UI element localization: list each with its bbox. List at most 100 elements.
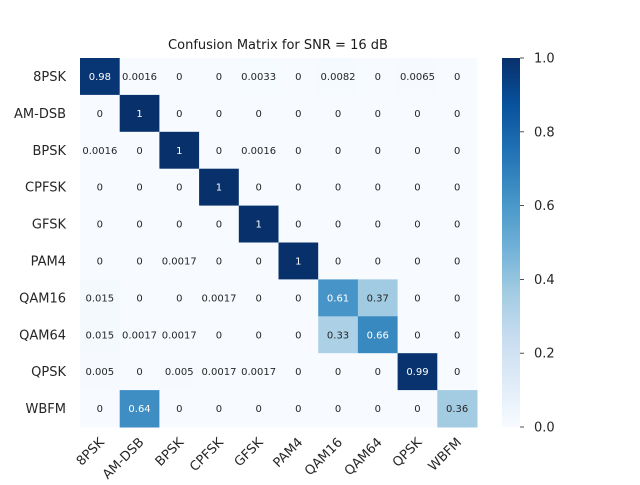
cell-value-label: 0 <box>335 220 341 231</box>
heatmap-cell <box>278 94 319 133</box>
heatmap-cell <box>159 94 200 133</box>
row-tick-label: QAM16 <box>19 291 66 306</box>
cell-value-label: 0 <box>375 183 381 194</box>
heatmap-cell <box>357 94 399 133</box>
cell-value-label: 0 <box>295 183 301 194</box>
heatmap-cell <box>80 58 121 96</box>
cell-value-label: 0 <box>454 367 460 378</box>
cell-value-label: 0.0017 <box>162 330 197 341</box>
heatmap-cell <box>159 131 200 170</box>
colorbar-tick-label: 0.4 <box>534 273 555 288</box>
heatmap-cell <box>357 58 399 96</box>
cell-value-label: 0.005 <box>86 367 115 378</box>
heatmap-cell <box>318 316 359 354</box>
cell-value-label: 0 <box>414 256 420 267</box>
cell-value-label: 0 <box>375 367 381 378</box>
cell-value-label: 0 <box>255 256 261 267</box>
col-tick-label: QAM16 <box>302 435 346 479</box>
cell-value-label: 1 <box>255 220 261 231</box>
heatmap-cell <box>199 390 240 428</box>
heatmap-cell <box>357 168 399 207</box>
cell-value-label: 0 <box>414 220 420 231</box>
heatmap-cell <box>437 168 478 207</box>
cell-value-label: 0 <box>97 404 103 415</box>
cell-value-label: 0 <box>176 404 182 415</box>
cell-value-label: 0 <box>295 367 301 378</box>
colorbar-tick-label: 0.2 <box>534 347 555 362</box>
heatmap-cell <box>199 94 240 133</box>
heatmap-cell <box>278 205 319 243</box>
cell-value-label: 0 <box>375 256 381 267</box>
heatmap-cell <box>80 390 121 428</box>
cell-value-label: 1 <box>136 109 142 120</box>
cell-value-label: 0.36 <box>446 404 468 415</box>
cell-value-label: 0 <box>454 146 460 157</box>
heatmap-cell <box>199 316 240 354</box>
col-tick-label: GFSK <box>232 435 267 470</box>
heatmap-cell <box>80 279 121 317</box>
cell-value-label: 0 <box>454 109 460 120</box>
row-tick-label: BPSK <box>32 144 66 159</box>
heatmap-cell <box>80 168 121 207</box>
heatmap-cell <box>397 353 438 391</box>
cell-value-label: 0 <box>216 404 222 415</box>
cell-value-label: 0 <box>295 404 301 415</box>
cell-value-label: 0 <box>176 220 182 231</box>
heatmap-cell <box>238 94 279 133</box>
cell-value-label: 0 <box>136 367 142 378</box>
cell-value-label: 0 <box>414 330 420 341</box>
cell-value-label: 0 <box>216 72 222 83</box>
heatmap-cell <box>80 205 121 243</box>
heatmap-cell <box>397 316 438 354</box>
heatmap-cell <box>238 353 279 391</box>
cell-value-label: 0 <box>295 220 301 231</box>
heatmap-cell <box>357 279 399 317</box>
cell-value-label: 0.37 <box>367 293 389 304</box>
heatmap-cell <box>318 242 359 280</box>
heatmap-cell <box>397 94 438 133</box>
heatmap-cell <box>159 242 200 280</box>
heatmap-cell <box>278 390 319 428</box>
cell-value-label: 0.005 <box>165 367 194 378</box>
cell-value-label: 0 <box>136 220 142 231</box>
heatmap-cell <box>397 168 438 207</box>
cell-value-label: 0 <box>97 220 103 231</box>
heatmap-cell <box>238 390 279 428</box>
cell-value-label: 0 <box>176 183 182 194</box>
heatmap-cell <box>437 353 478 391</box>
heatmap-cell <box>437 58 478 96</box>
heatmap-cell <box>318 131 359 170</box>
cell-value-label: 0.0033 <box>241 72 276 83</box>
heatmap-cell <box>119 279 160 317</box>
heatmap-cell <box>357 131 399 170</box>
colorbar <box>502 58 520 427</box>
cell-value-label: 0 <box>335 367 341 378</box>
cell-value-label: 0.015 <box>86 330 115 341</box>
cell-value-label: 0 <box>136 183 142 194</box>
cell-value-label: 0 <box>216 330 222 341</box>
cell-value-label: 1 <box>176 146 182 157</box>
heatmap-cell <box>119 131 160 170</box>
cell-value-label: 0 <box>255 109 261 120</box>
heatmap-cell <box>80 353 121 391</box>
cell-value-label: 0 <box>454 220 460 231</box>
cell-value-label: 0 <box>295 330 301 341</box>
heatmap-cell <box>437 205 478 243</box>
heatmap-cell <box>80 316 121 354</box>
cell-value-label: 0 <box>295 293 301 304</box>
heatmap-cell <box>80 131 121 170</box>
heatmap-cell <box>318 279 359 317</box>
heatmap-cell <box>199 168 240 207</box>
heatmap-cell <box>119 353 160 391</box>
heatmap-cell <box>119 168 160 207</box>
heatmap-cell <box>119 94 160 133</box>
cell-value-label: 0 <box>216 146 222 157</box>
col-tick-label: CPFSK <box>187 435 227 475</box>
heatmap-cell <box>159 316 200 354</box>
cell-value-label: 0 <box>335 183 341 194</box>
cell-value-label: 0 <box>97 256 103 267</box>
colorbar-tick-label: 0.8 <box>534 125 555 140</box>
